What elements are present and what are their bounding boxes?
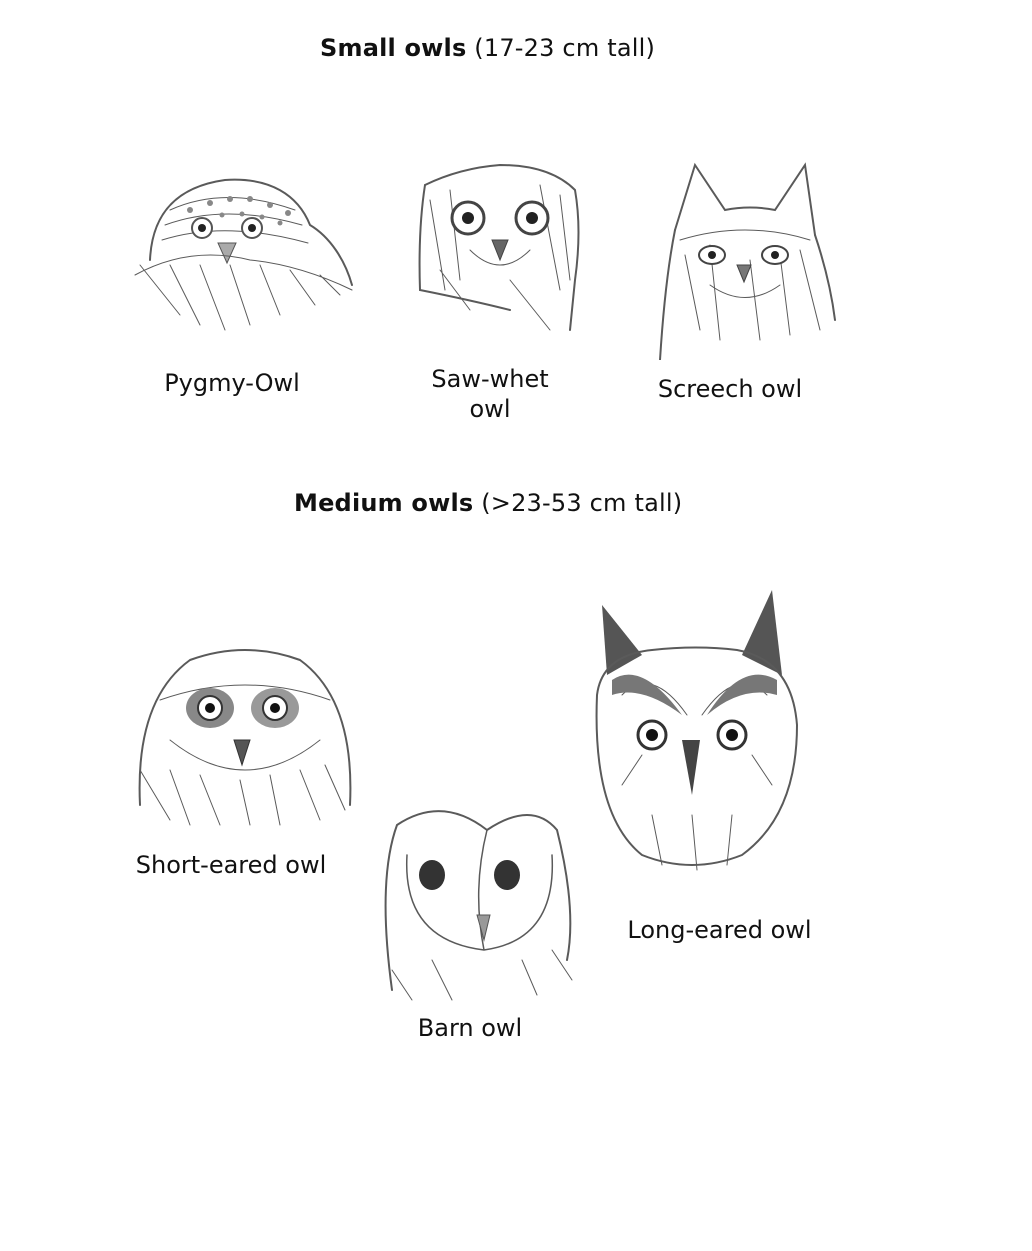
saw-whet-owl-label-line1: Saw-whet [431,365,549,393]
short-eared-owl-sketch [138,649,352,826]
barn-owl-sketch [384,810,573,1001]
medium-owls-heading-size: (>23-53 cm tall) [473,489,683,517]
long-eared-owl-label: Long-eared owl [627,916,812,944]
short-eared-owl-label: Short-eared owl [135,851,327,879]
long-eared-owl-sketch [595,590,799,871]
medium-owls-heading: Medium owls (>23-53 cm tall) [294,489,682,517]
small-owls-heading: Small owls (17-23 cm tall) [320,34,655,62]
saw-whet-owl-sketch [418,163,580,331]
barn-owl-label: Barn owl [417,1014,523,1042]
screech-owl-label: Screech owl [657,375,803,403]
small-owls-heading-size: (17-23 cm tall) [466,34,656,62]
saw-whet-owl-label-line2: owl [469,395,511,423]
saw-whet-owl-label: Saw-whet owl [420,364,560,424]
medium-owls-heading-bold: Medium owls [294,489,474,517]
small-owls-heading-bold: Small owls [320,34,467,62]
screech-owl-sketch [659,162,836,360]
pygmy-owl-label: Pygmy-Owl [164,369,300,397]
pygmy-owl-sketch [134,178,353,331]
